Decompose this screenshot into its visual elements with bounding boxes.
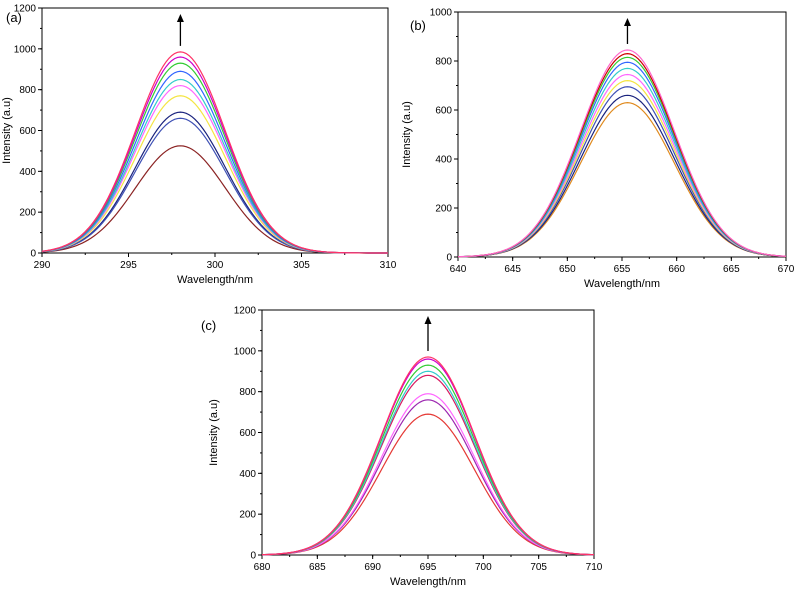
series-line-4 xyxy=(261,374,595,556)
x-tick-label: 695 xyxy=(420,562,437,573)
plot-frame xyxy=(41,7,389,254)
x-tick-label: 310 xyxy=(380,260,397,271)
x-tick-label: 690 xyxy=(364,562,381,573)
chart-panel-3: 680 685 690 695 700 705 710 0 200 400 600 800 1000 12… xyxy=(201,306,603,589)
increase-arrow-head xyxy=(176,14,184,22)
series-line-1 xyxy=(261,413,595,556)
y-tick-label: 800 xyxy=(19,85,36,96)
y-tick-label: 600 xyxy=(435,106,452,117)
x-tick-label: 670 xyxy=(778,264,795,275)
y-tick-label: 600 xyxy=(239,428,256,439)
x-tick-label: 655 xyxy=(614,264,631,275)
y-tick-label: 400 xyxy=(19,167,36,178)
series-line-1 xyxy=(457,102,787,258)
x-tick-label: 640 xyxy=(450,264,467,275)
x-tick-label: 710 xyxy=(586,562,603,573)
series-line-10 xyxy=(457,49,787,258)
series-line-3 xyxy=(457,86,787,258)
y-tick-label: 1200 xyxy=(14,4,37,15)
increase-arrow-head xyxy=(623,18,631,26)
series-line-8 xyxy=(457,56,787,258)
series-line-2 xyxy=(261,399,595,556)
plot-frame xyxy=(457,11,787,258)
x-tick-label: 305 xyxy=(293,260,310,271)
x-tick-label: 650 xyxy=(559,264,576,275)
x-tick-label: 680 xyxy=(254,562,271,573)
x-tick-label: 685 xyxy=(309,562,326,573)
x-tick-label: 645 xyxy=(504,264,521,275)
y-tick-label: 1000 xyxy=(234,346,257,357)
panel-label: (b) xyxy=(410,18,426,33)
y-tick-label: 0 xyxy=(30,249,36,260)
y-tick-label: 200 xyxy=(19,208,36,219)
increase-arrow-head xyxy=(424,316,432,324)
y-tick-label: 200 xyxy=(435,204,452,215)
series-line-7 xyxy=(457,61,787,258)
x-tick-label: 660 xyxy=(668,264,685,275)
x-tick-label: 295 xyxy=(120,260,137,271)
series-line-7 xyxy=(261,358,595,556)
y-tick-label: 1000 xyxy=(14,44,37,55)
x-tick-label: 700 xyxy=(475,562,492,573)
y-tick-label: 200 xyxy=(239,510,256,521)
chart-panel-2: 640 645 650 655 660 665 670 0 200 400 600 800 1000 Wa… xyxy=(401,8,795,291)
x-axis-label: Wavelength/nm xyxy=(390,576,466,588)
panel-label: (c) xyxy=(201,318,216,333)
y-axis-label: Intensity (a.u) xyxy=(1,97,13,164)
y-tick-label: 400 xyxy=(239,469,256,480)
x-tick-label: 290 xyxy=(34,260,51,271)
x-axis-label: Wavelength/nm xyxy=(177,274,253,286)
series-line-10 xyxy=(41,51,389,254)
series-line-5 xyxy=(457,73,787,258)
series-line-2 xyxy=(457,94,787,258)
y-tick-label: 400 xyxy=(435,155,452,166)
x-tick-label: 300 xyxy=(207,260,224,271)
series-line-3 xyxy=(41,117,388,254)
x-tick-label: 665 xyxy=(723,264,740,275)
series-line-4 xyxy=(457,79,787,258)
y-tick-label: 600 xyxy=(19,126,36,137)
y-tick-label: 0 xyxy=(250,551,256,562)
panel-label: (a) xyxy=(6,10,22,25)
x-tick-label: 705 xyxy=(530,562,547,573)
series-line-9 xyxy=(457,53,787,258)
chart-panel-1: 290 295 300 305 310 0 200 400 600 800 1000 1200 Wave… xyxy=(1,4,397,287)
y-tick-label: 1200 xyxy=(234,306,257,317)
y-tick-label: 800 xyxy=(239,387,256,398)
series-line-3 xyxy=(261,393,595,556)
series-line-4 xyxy=(41,95,388,254)
y-axis-label: Intensity (a.u) xyxy=(401,101,413,168)
y-tick-label: 1000 xyxy=(430,8,453,19)
y-axis-label: Intensity (a.u) xyxy=(208,399,220,466)
y-tick-label: 0 xyxy=(446,253,452,264)
x-axis-label: Wavelength/nm xyxy=(584,278,660,290)
series-line-8 xyxy=(261,356,595,556)
series-line-1 xyxy=(41,145,388,254)
y-tick-label: 800 xyxy=(435,57,452,68)
series-line-5 xyxy=(261,370,595,556)
